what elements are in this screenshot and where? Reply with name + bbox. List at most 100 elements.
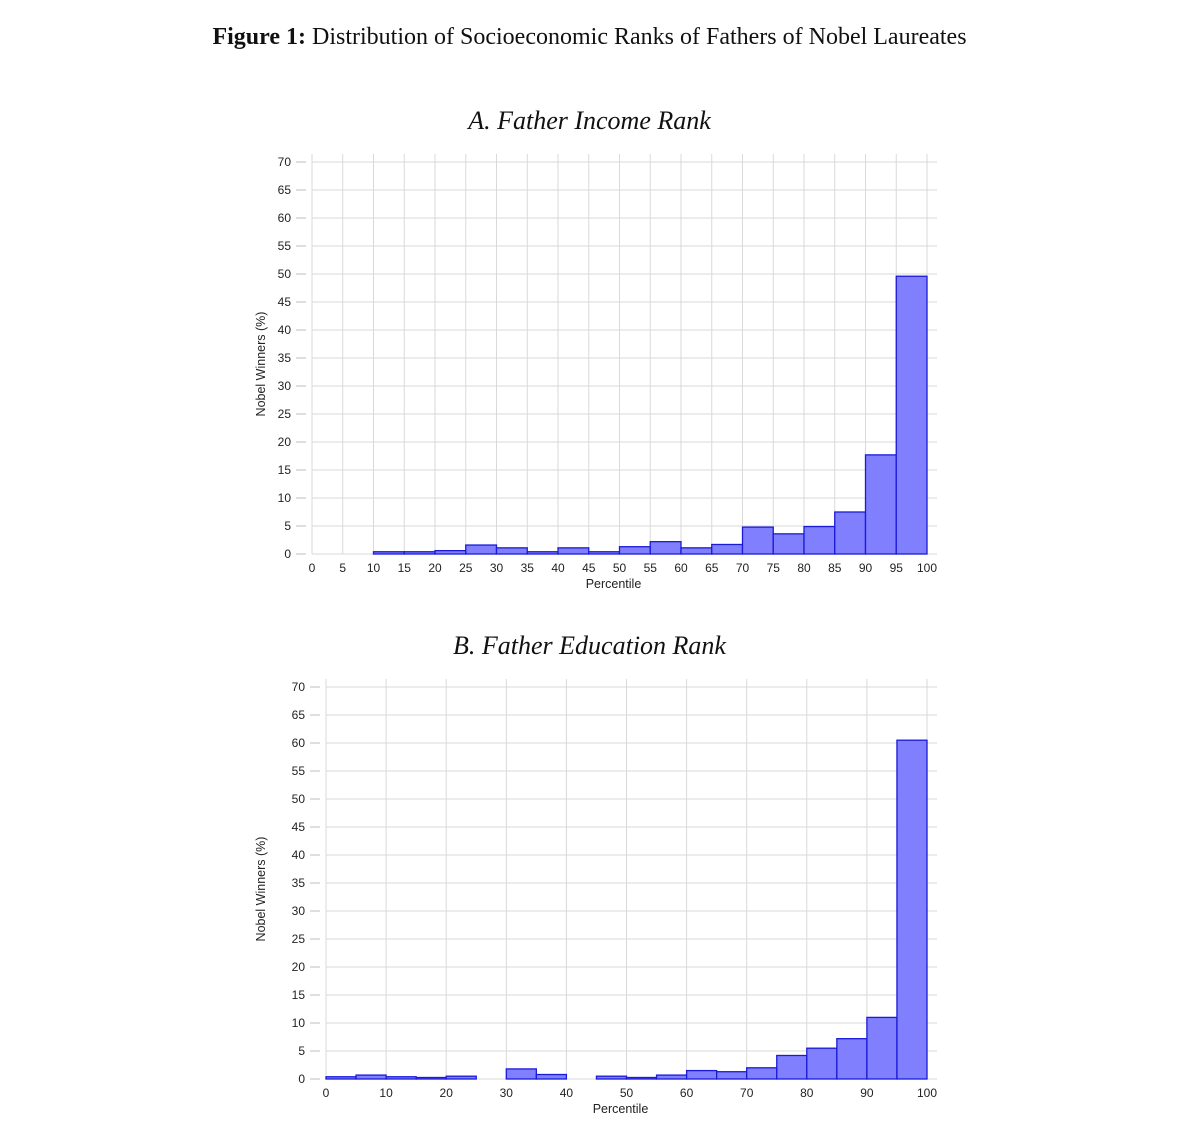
y-tick-label: 0 <box>298 1072 305 1086</box>
histogram-bar <box>834 511 867 555</box>
x-axis-label: Percentile <box>593 1102 649 1116</box>
y-tick-label: 30 <box>278 379 292 393</box>
y-tick-label: 5 <box>284 519 291 533</box>
y-tick-label: 45 <box>278 295 292 309</box>
histogram-bar <box>505 1068 537 1080</box>
x-tick-label: 90 <box>859 561 873 575</box>
bars <box>372 275 928 555</box>
y-tick-label: 70 <box>278 155 292 169</box>
x-axis-label: Percentile <box>586 577 642 591</box>
histogram-bar <box>711 543 744 555</box>
histogram-bar <box>372 551 405 555</box>
x-tick-label: 60 <box>674 561 688 575</box>
histogram-bar <box>806 1047 838 1080</box>
histogram-bar <box>866 1016 898 1080</box>
x-tick-label: 85 <box>828 561 842 575</box>
x-tick-label: 80 <box>797 561 811 575</box>
y-tick-label: 60 <box>278 211 292 225</box>
y-tick-label: 40 <box>292 848 306 862</box>
histogram-bar <box>741 526 774 555</box>
figure-title: Figure 1: Distribution of Socioeconomic … <box>0 24 1179 51</box>
x-tick-label: 65 <box>705 561 719 575</box>
x-tick-label: 10 <box>367 561 381 575</box>
y-tick-label: 45 <box>292 820 306 834</box>
y-tick-label: 0 <box>284 547 291 561</box>
figure-label: Figure 1: <box>212 24 307 50</box>
x-tick-label: 100 <box>917 1086 937 1100</box>
histogram-bar <box>385 1076 417 1080</box>
x-tick-label: 0 <box>323 1086 330 1100</box>
x-tick-label: 35 <box>521 561 535 575</box>
y-tick-label: 30 <box>292 904 306 918</box>
histogram-bar <box>680 547 713 555</box>
x-tick-label: 60 <box>680 1086 694 1100</box>
histogram-bar <box>465 544 498 555</box>
histogram-bar <box>896 739 928 1080</box>
income-rank-histogram: 0 5 10 15 20 25 30 35 40 45 50 55 60 65 70 0 5 10 15 20 25 30… <box>254 154 937 591</box>
histogram-bar <box>434 549 467 555</box>
x-tick-label: 80 <box>800 1086 814 1100</box>
y-tick-label: 35 <box>292 876 306 890</box>
y-axis-label: Nobel Winners (%) <box>254 837 268 942</box>
y-tick-label: 20 <box>278 435 292 449</box>
gridlines <box>311 154 937 555</box>
y-tick-label: 50 <box>278 267 292 281</box>
x-tick-label: 40 <box>551 561 565 575</box>
x-tick-label: 70 <box>740 1086 754 1100</box>
histogram-bar <box>836 1038 868 1080</box>
y-tick-label: 50 <box>292 792 306 806</box>
x-tick-label: 90 <box>860 1086 874 1100</box>
histogram-bar <box>403 551 436 555</box>
histogram-bar <box>588 551 621 555</box>
y-tick-label: 15 <box>278 463 292 477</box>
histogram-bar <box>415 1076 447 1080</box>
histogram-bar <box>803 525 836 555</box>
x-tick-label: 20 <box>440 1086 454 1100</box>
histogram-bar <box>776 1054 808 1080</box>
x-tick-label: 25 <box>459 561 473 575</box>
y-tick-label: 20 <box>292 960 306 974</box>
panel-b-title: B. Father Education Rank <box>453 631 726 660</box>
x-tick-label: 55 <box>644 561 658 575</box>
histogram-bar <box>495 547 528 555</box>
y-tick-label: 15 <box>292 988 306 1002</box>
y-tick-label: 70 <box>292 680 306 694</box>
x-tick-label: 0 <box>309 561 316 575</box>
histogram-bar <box>649 541 682 555</box>
x-tick-label: 40 <box>560 1086 574 1100</box>
y-tick-label: 60 <box>292 736 306 750</box>
histogram-bar <box>445 1075 477 1080</box>
y-tick-label: 55 <box>278 239 292 253</box>
histogram-bar <box>716 1071 748 1080</box>
histogram-bar <box>772 533 805 555</box>
y-tick-label: 25 <box>278 407 292 421</box>
x-tick-label: 5 <box>339 561 346 575</box>
x-tick-label: 45 <box>582 561 596 575</box>
bars <box>325 739 928 1080</box>
gridlines <box>325 679 937 1080</box>
x-tick-label: 100 <box>917 561 937 575</box>
histogram-bar <box>625 1076 658 1080</box>
x-tick-label: 75 <box>767 561 781 575</box>
histogram-bar <box>526 551 559 555</box>
x-tick-label: 95 <box>890 561 904 575</box>
education-rank-histogram: 0 5 10 15 20 25 30 35 40 45 50 55 60 65 70 0 10 20 30 40 50 6… <box>254 679 937 1116</box>
figure-caption: Distribution of Socioeconomic Ranks of F… <box>312 24 967 50</box>
histogram-bar <box>325 1076 357 1080</box>
x-tick-label: 50 <box>620 1086 634 1100</box>
histogram-bar <box>595 1075 628 1080</box>
y-tick-label: 40 <box>278 323 292 337</box>
histogram-bar <box>557 547 590 555</box>
histogram-bar <box>355 1074 387 1080</box>
x-tick-label: 20 <box>428 561 442 575</box>
histogram-bar <box>618 546 651 555</box>
x-tick-label: 30 <box>490 561 504 575</box>
y-tick-label: 5 <box>298 1044 305 1058</box>
y-tick-label: 10 <box>292 1016 306 1030</box>
x-tick-label: 10 <box>379 1086 393 1100</box>
y-tick-label: 55 <box>292 764 306 778</box>
histogram-bar <box>895 275 928 555</box>
y-tick-label: 10 <box>278 491 292 505</box>
y-tick-label: 65 <box>292 708 306 722</box>
x-tick-label: 15 <box>398 561 412 575</box>
